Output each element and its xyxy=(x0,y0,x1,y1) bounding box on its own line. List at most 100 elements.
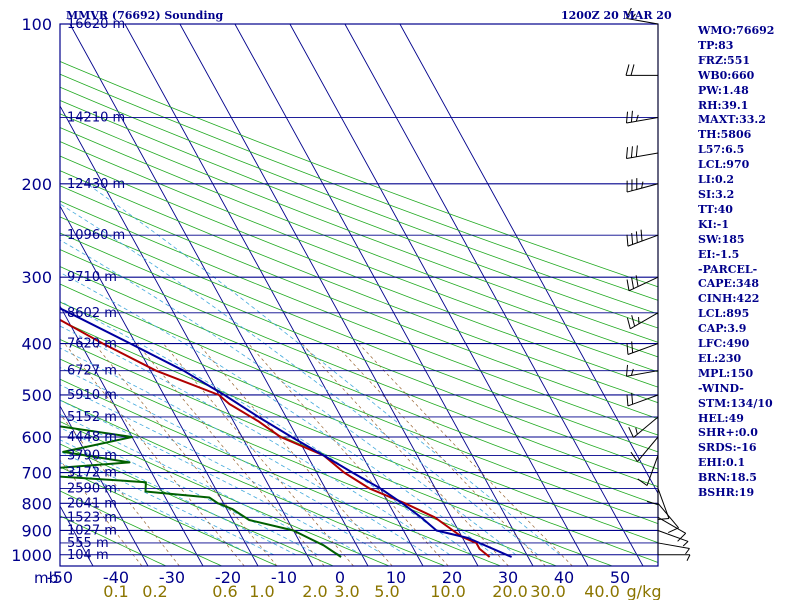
wind-barb xyxy=(657,542,690,549)
dry-adiabat xyxy=(60,301,658,544)
mixing-ratio-label: 30.0 xyxy=(530,582,566,600)
dry-adiabat xyxy=(60,73,658,301)
wind-barb xyxy=(646,455,659,486)
mixing-ratio-label: 0.6 xyxy=(212,582,237,600)
plot-frame xyxy=(59,23,659,567)
moist-adiabat xyxy=(60,272,495,556)
wind-barb-flag xyxy=(626,394,629,406)
index-value: RH:39.1 xyxy=(698,98,749,112)
index-value: SRDS:-16 xyxy=(698,441,757,455)
wind-barb xyxy=(657,516,686,534)
dry-adiabat xyxy=(60,515,167,566)
wind-barb-flag xyxy=(631,277,635,289)
pressure-tick-label: 100 xyxy=(21,15,52,34)
wind-barbs xyxy=(625,7,691,561)
wind-barb-flag xyxy=(625,111,629,124)
temperature-tick-label: 0 xyxy=(335,568,345,587)
wind-barb-flag xyxy=(637,478,648,486)
index-value: WMO:76692 xyxy=(698,24,775,37)
wind-barb-flag xyxy=(685,548,690,555)
dry-adiabat xyxy=(60,378,501,566)
mixing-ratio-label: 0.2 xyxy=(142,582,167,600)
dry-adiabat xyxy=(60,249,658,488)
index-value: EL:230 xyxy=(698,351,742,365)
temperature-tick-label: -10 xyxy=(271,568,297,587)
dry-adiabat xyxy=(60,216,658,453)
dry-adiabat xyxy=(60,61,658,288)
dry-adiabat xyxy=(60,266,658,506)
index-value: TP:83 xyxy=(698,38,734,52)
dry-adiabat xyxy=(60,490,222,566)
mixing-ratio-unit: g/kg xyxy=(627,582,662,600)
pressure-tick-label: 800 xyxy=(21,494,52,513)
pressure-tick-label: 200 xyxy=(21,175,52,194)
height-label: 12430 m xyxy=(67,177,125,192)
indices-panel: WMO:76692 TP:83 FRZ:551 WB0:660 PW:1.48 RH:39… xyxy=(698,24,798,501)
dry-adiabat xyxy=(60,421,390,566)
height-label: 9710 m xyxy=(67,270,117,285)
dry-adiabat xyxy=(60,399,446,566)
wind-barb-flag xyxy=(635,114,639,122)
chart-title: MMVR (76692) Sounding xyxy=(66,9,224,22)
height-label: 1523 m xyxy=(67,510,117,525)
temperature-tick-label: -30 xyxy=(159,568,185,587)
temperature-tick-label: 50 xyxy=(610,568,630,587)
index-value: STM:134/10 xyxy=(698,396,773,410)
moist-adiabat xyxy=(60,239,517,556)
wind-barb xyxy=(626,370,659,377)
index-value: KI:-1 xyxy=(698,217,729,231)
isotherm-line xyxy=(60,305,204,566)
wind-barb-flag xyxy=(628,426,634,438)
wind-barb-flag xyxy=(626,234,629,247)
height-label: 3790 m xyxy=(67,448,117,463)
index-value: WB0:660 xyxy=(698,68,755,82)
wind-barb-flag xyxy=(657,518,669,520)
wind-barb-flag xyxy=(677,532,687,542)
wind-barb-flag xyxy=(631,13,636,20)
dewpoint-profile xyxy=(60,425,342,558)
wind-barb-flag xyxy=(641,181,644,189)
temperature-tick-label: 20 xyxy=(442,568,462,587)
temperature-profile xyxy=(60,318,491,558)
mixing-ratio-label: 40.0 xyxy=(584,582,620,600)
dry-adiabat xyxy=(60,141,658,373)
isotherm-line xyxy=(399,24,658,495)
height-label: 4448 m xyxy=(67,430,117,445)
pressure-tick-label: 300 xyxy=(21,268,52,287)
wind-barb-flag xyxy=(630,146,633,158)
wind-barb-flag xyxy=(625,147,629,159)
mixing-ratio-label: 1.0 xyxy=(249,582,274,600)
index-value: CINH:422 xyxy=(698,292,760,306)
wind-barb-flag xyxy=(635,231,638,243)
wind-barb xyxy=(628,276,659,292)
temperature-tick-label: -50 xyxy=(47,568,73,587)
wind-barb-flag xyxy=(686,554,691,561)
mixing-ratio-line xyxy=(197,343,393,566)
index-value: LCL:895 xyxy=(698,307,750,321)
index-value: CAP:3.9 xyxy=(698,322,747,336)
isotherm-line xyxy=(344,24,644,566)
pressure-tick-label: 1000 xyxy=(11,546,52,565)
mixing-ratio-line xyxy=(64,343,245,566)
index-value: SW:185 xyxy=(698,232,745,246)
wind-barb-flag xyxy=(646,501,659,506)
index-value: HEL:49 xyxy=(698,411,744,425)
height-label: 8602 m xyxy=(67,306,117,321)
index-value: BSHR:19 xyxy=(698,486,755,500)
wind-barb-flag xyxy=(630,368,634,376)
mixing-ratio-line xyxy=(301,343,509,566)
index-value: LI:0.2 xyxy=(698,173,735,187)
wind-barb-flag xyxy=(682,541,689,547)
dry-adiabat xyxy=(60,99,658,329)
height-label: 2041 m xyxy=(67,496,117,511)
pressure-tick-label: 400 xyxy=(21,335,52,354)
index-value: LFC:490 xyxy=(698,337,750,351)
pressure-unit-label: mb xyxy=(34,569,58,587)
wind-barb xyxy=(637,436,659,462)
index-value: -PARCEL- xyxy=(698,262,758,276)
dry-adiabat xyxy=(60,155,658,388)
height-label: 2590 m xyxy=(67,481,117,496)
height-label: 555 m xyxy=(67,536,109,551)
